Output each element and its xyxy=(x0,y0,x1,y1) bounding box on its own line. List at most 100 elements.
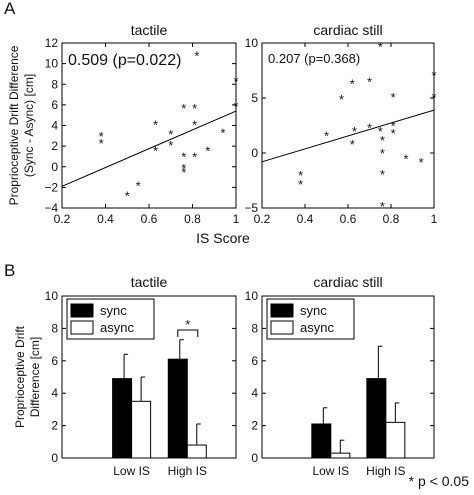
bar-tactile-legend-label-sync: sync xyxy=(100,303,127,318)
scatter-cardiac-point: * xyxy=(339,92,344,107)
scatter-tactile-ylabel-line: Proprioceptive Drift Difference xyxy=(7,45,21,205)
scatter-cardiac-point: * xyxy=(378,39,383,54)
bar-cardiac-bar-async xyxy=(385,421,406,459)
scatter-cardiac-point: * xyxy=(431,68,436,83)
scatter-tactile-point: * xyxy=(233,99,238,114)
scatter-tactile-xtick-label: 0.8 xyxy=(184,212,201,226)
scatter-tactile-ytick-label: −4 xyxy=(44,201,58,215)
scatter-cardiac-xtick-label: 0.6 xyxy=(340,212,357,226)
scatter-tactile-point: * xyxy=(192,117,197,132)
scatter-tactile-point: * xyxy=(168,138,173,153)
bar-tactile-bar-sync xyxy=(112,378,133,459)
bar-cardiac-bar-async xyxy=(330,452,351,459)
scatter-cardiac-fit-line xyxy=(261,109,435,163)
scatter-tactile-point: * xyxy=(194,48,199,63)
bar-cardiac-bar-sync xyxy=(311,423,332,459)
bar-tactile-legend-label-async: async xyxy=(100,320,134,335)
bar-tactile-significance-bracket xyxy=(177,329,199,337)
bar-tactile-ytick-label: 8 xyxy=(51,321,58,335)
scatter-tactile-point: * xyxy=(181,149,186,164)
scatter-tactile-point: * xyxy=(220,126,225,141)
scatter-cardiac-point: * xyxy=(324,128,329,143)
scatter-cardiac-point: * xyxy=(298,177,303,192)
scatter-tactile-ytick-label: 12 xyxy=(45,36,59,50)
scatter-tactile-xtick-label: 1 xyxy=(233,212,240,226)
scatter-tactile-point: * xyxy=(192,101,197,116)
bar-cardiac-title: cardiac still xyxy=(313,274,382,290)
bar-cardiac-legend-label-sync: sync xyxy=(300,303,327,318)
scatter-cardiac-ytick-label: 5 xyxy=(251,91,258,105)
scatter-cardiac-point: * xyxy=(404,152,409,167)
scatter-tactile-point: * xyxy=(192,149,197,164)
scatter-cardiac-ytick-label: −5 xyxy=(244,201,258,215)
scatter-tactile-point: * xyxy=(153,117,158,132)
scatter-tactile-xtick-label: 0.6 xyxy=(141,212,158,226)
scatter-cardiac-point: * xyxy=(352,124,357,139)
bar-cardiac-ytick-label: 4 xyxy=(251,386,258,400)
scatter-cardiac-point: * xyxy=(350,77,355,92)
scatter-tactile-point: * xyxy=(125,189,130,204)
bar-tactile-ytick-label: 4 xyxy=(51,386,58,400)
scatter-tactile-point: * xyxy=(233,74,238,89)
scatter-tactile-point: * xyxy=(168,127,173,142)
bar-cardiac-ytick-label: 6 xyxy=(251,354,258,368)
scatter-cardiac-point: * xyxy=(380,133,385,148)
scatter-cardiac-point: * xyxy=(367,75,372,90)
scatter-tactile-ytick-label: 0 xyxy=(51,160,58,174)
scatter-tactile-point: * xyxy=(136,178,141,193)
scatter-cardiac-point: * xyxy=(391,119,396,134)
scatter-tactile-point: * xyxy=(181,101,186,116)
scatter-cardiac-ytick-label: 0 xyxy=(251,146,258,160)
scatter-tactile-point: * xyxy=(181,161,186,176)
scatter-tactile-xtick-label: 0.2 xyxy=(54,212,71,226)
bar-tactile-ylabel-line: Difference [cm] xyxy=(28,337,42,417)
bar-cardiac-ytick-label: 0 xyxy=(251,451,258,465)
bar-cardiac-legend-label-async: async xyxy=(300,320,334,335)
bar-cardiac-category-label: High IS xyxy=(366,464,405,478)
scatter-tactile-ytick-label: 4 xyxy=(51,119,58,133)
bar-tactile-ytick-label: 0 xyxy=(51,451,58,465)
scatter-cardiac-annotation: 0.207 (p=0.368) xyxy=(268,51,360,66)
scatter-cardiac-xtick-label: 0.8 xyxy=(383,212,400,226)
scatter-tactile-point: * xyxy=(181,165,186,180)
scatter-tactile-point: * xyxy=(205,143,210,158)
scatter-tactile-ytick-label: 8 xyxy=(51,77,58,91)
bar-tactile-ytick-label: 6 xyxy=(51,354,58,368)
scatter-tactile-ylabel-line: (Sync - Async) [cm] xyxy=(22,74,36,177)
scatter-cardiac-point: * xyxy=(380,167,385,182)
scatter-tactile-ytick-label: 2 xyxy=(51,139,58,153)
scatter-cardiac-xtick-label: 0.4 xyxy=(297,212,314,226)
panel-a-label: A xyxy=(4,0,16,18)
scatter-tactile-point: * xyxy=(99,136,104,151)
scatter-cardiac-point: * xyxy=(350,137,355,152)
bar-cardiac-ytick-label: 8 xyxy=(251,321,258,335)
bar-tactile-title: tactile xyxy=(131,274,168,290)
bar-tactile-significance-star: * xyxy=(185,317,190,332)
bar-cardiac-legend-swatch-async xyxy=(270,320,294,335)
bar-cardiac-category-label: Low IS xyxy=(312,464,349,478)
scatter-tactile-ylabel: Proprioceptive Drift Difference(Sync - A… xyxy=(7,45,36,205)
scatter-cardiac-ytick-label: 10 xyxy=(245,36,259,50)
scatter-cardiac-point: * xyxy=(378,124,383,139)
scatter-tactile-xlabel: IS Score xyxy=(196,230,250,246)
scatter-tactile-fit-line xyxy=(61,110,237,187)
scatter-cardiac-point: * xyxy=(391,90,396,105)
scatter-tactile-xtick-label: 0.4 xyxy=(97,212,114,226)
scatter-cardiac-point: * xyxy=(431,90,436,105)
bar-tactile-legend-swatch-async xyxy=(70,320,94,335)
scatter-tactile-title: tactile xyxy=(131,22,168,38)
bar-cardiac-ytick-label: 2 xyxy=(251,419,258,433)
bar-tactile-bar-async xyxy=(186,444,207,459)
bar-tactile-ylabel: Proprioceptive DriftDifference [cm] xyxy=(13,325,42,428)
bar-tactile-bar-async xyxy=(131,400,152,459)
scatter-tactile-ytick-label: −2 xyxy=(44,180,58,194)
scatter-cardiac-xtick-label: 0.2 xyxy=(254,212,271,226)
scatter-cardiac-point: * xyxy=(391,126,396,141)
bar-tactile-legend-swatch-sync xyxy=(70,303,94,318)
scatter-tactile-ytick-label: 6 xyxy=(51,98,58,112)
panel-b-label: B xyxy=(4,261,15,280)
scatter-cardiac-frame xyxy=(261,42,435,209)
scatter-tactile-point: * xyxy=(99,129,104,144)
